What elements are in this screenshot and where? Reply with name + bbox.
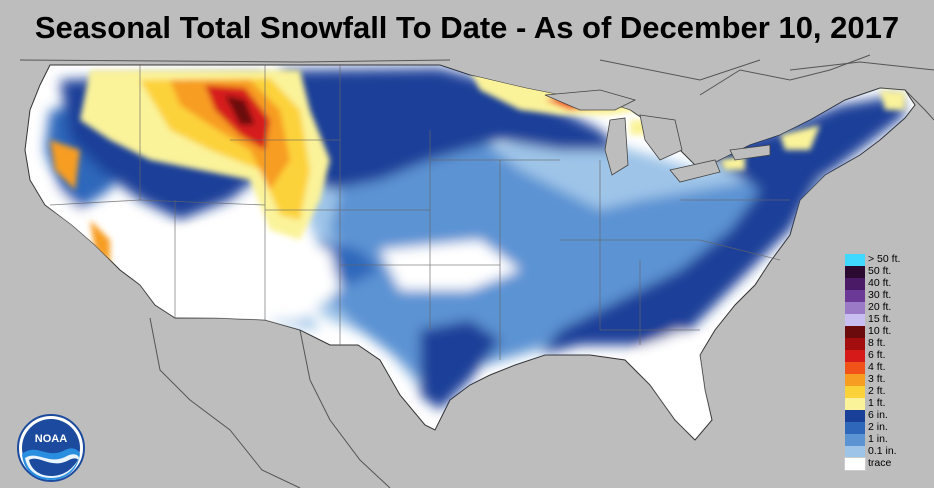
legend-item: 4 ft. — [845, 361, 931, 374]
legend-label: 1 ft. — [868, 397, 886, 409]
legend-item: 40 ft. — [845, 277, 931, 290]
legend-item: 2 in. — [845, 421, 931, 434]
legend-item: 0.1 in. — [845, 445, 931, 458]
legend-label: > 50 ft. — [868, 253, 901, 265]
legend-label: 0.1 in. — [868, 445, 897, 457]
legend-swatch — [845, 326, 865, 338]
noaa-logo-text: NOAA — [35, 433, 67, 445]
state-borders — [49, 65, 790, 360]
legend-swatch — [845, 374, 865, 386]
neighbor-land — [19, 54, 934, 488]
legend-label: 6 in. — [868, 409, 888, 421]
legend-label: 15 ft. — [868, 313, 892, 325]
legend-item: 6 ft. — [845, 349, 931, 362]
legend-swatch — [845, 278, 865, 290]
legend-label: 1 in. — [868, 433, 888, 445]
great-lakes — [544, 89, 771, 183]
legend-label: 20 ft. — [868, 301, 892, 313]
legend-item: 3 ft. — [845, 373, 931, 386]
legend-item: 10 ft. — [845, 325, 931, 338]
legend-item: 30 ft. — [845, 289, 931, 302]
legend-swatch — [844, 457, 866, 471]
legend-label: 2 ft. — [868, 385, 886, 397]
legend-label: 6 ft. — [868, 349, 886, 361]
legend-item: 1 ft. — [845, 397, 931, 410]
legend-item: 2 ft. — [845, 385, 931, 398]
legend-swatch — [845, 422, 865, 434]
legend-item: 8 ft. — [845, 337, 931, 350]
legend-swatch — [845, 314, 865, 326]
legend-label: 50 ft. — [868, 265, 892, 277]
legend-label: 8 ft. — [868, 337, 886, 349]
snowfall-shading — [40, 68, 905, 430]
legend-swatch — [845, 266, 865, 278]
legend-swatch — [845, 302, 865, 314]
legend-label: 40 ft. — [868, 277, 892, 289]
legend-swatch — [845, 290, 865, 302]
legend-item: 50 ft. — [845, 265, 931, 278]
legend-label: 4 ft. — [868, 361, 886, 373]
map-title: Seasonal Total Snowfall To Date - As of … — [34, 10, 900, 45]
legend-swatch — [845, 434, 865, 446]
legend-swatch — [845, 362, 865, 374]
legend-label: 2 in. — [868, 421, 888, 433]
legend-swatch — [845, 254, 865, 266]
legend-item: > 50 ft. — [845, 253, 931, 266]
legend-item: 6 in. — [845, 409, 931, 422]
legend-swatch — [845, 410, 865, 422]
legend-swatch — [845, 446, 865, 458]
legend-label: trace — [868, 457, 892, 469]
legend-swatch — [845, 398, 865, 410]
legend-label: 3 ft. — [868, 373, 886, 385]
legend-label: 10 ft. — [868, 325, 892, 337]
legend-label: 30 ft. — [868, 289, 892, 301]
legend-swatch — [845, 338, 865, 350]
legend-item: 1 in. — [845, 433, 931, 446]
snowfall-legend: > 50 ft. 50 ft. 40 ft. 30 ft. 20 ft. 15 ft. 10… — [844, 253, 931, 471]
noaa-logo: NOAA — [17, 414, 85, 482]
legend-item: 15 ft. — [845, 313, 931, 326]
legend-item: 20 ft. — [845, 301, 931, 314]
legend-item: trace — [844, 457, 931, 471]
legend-swatch — [845, 350, 865, 362]
legend-swatch — [845, 386, 865, 398]
